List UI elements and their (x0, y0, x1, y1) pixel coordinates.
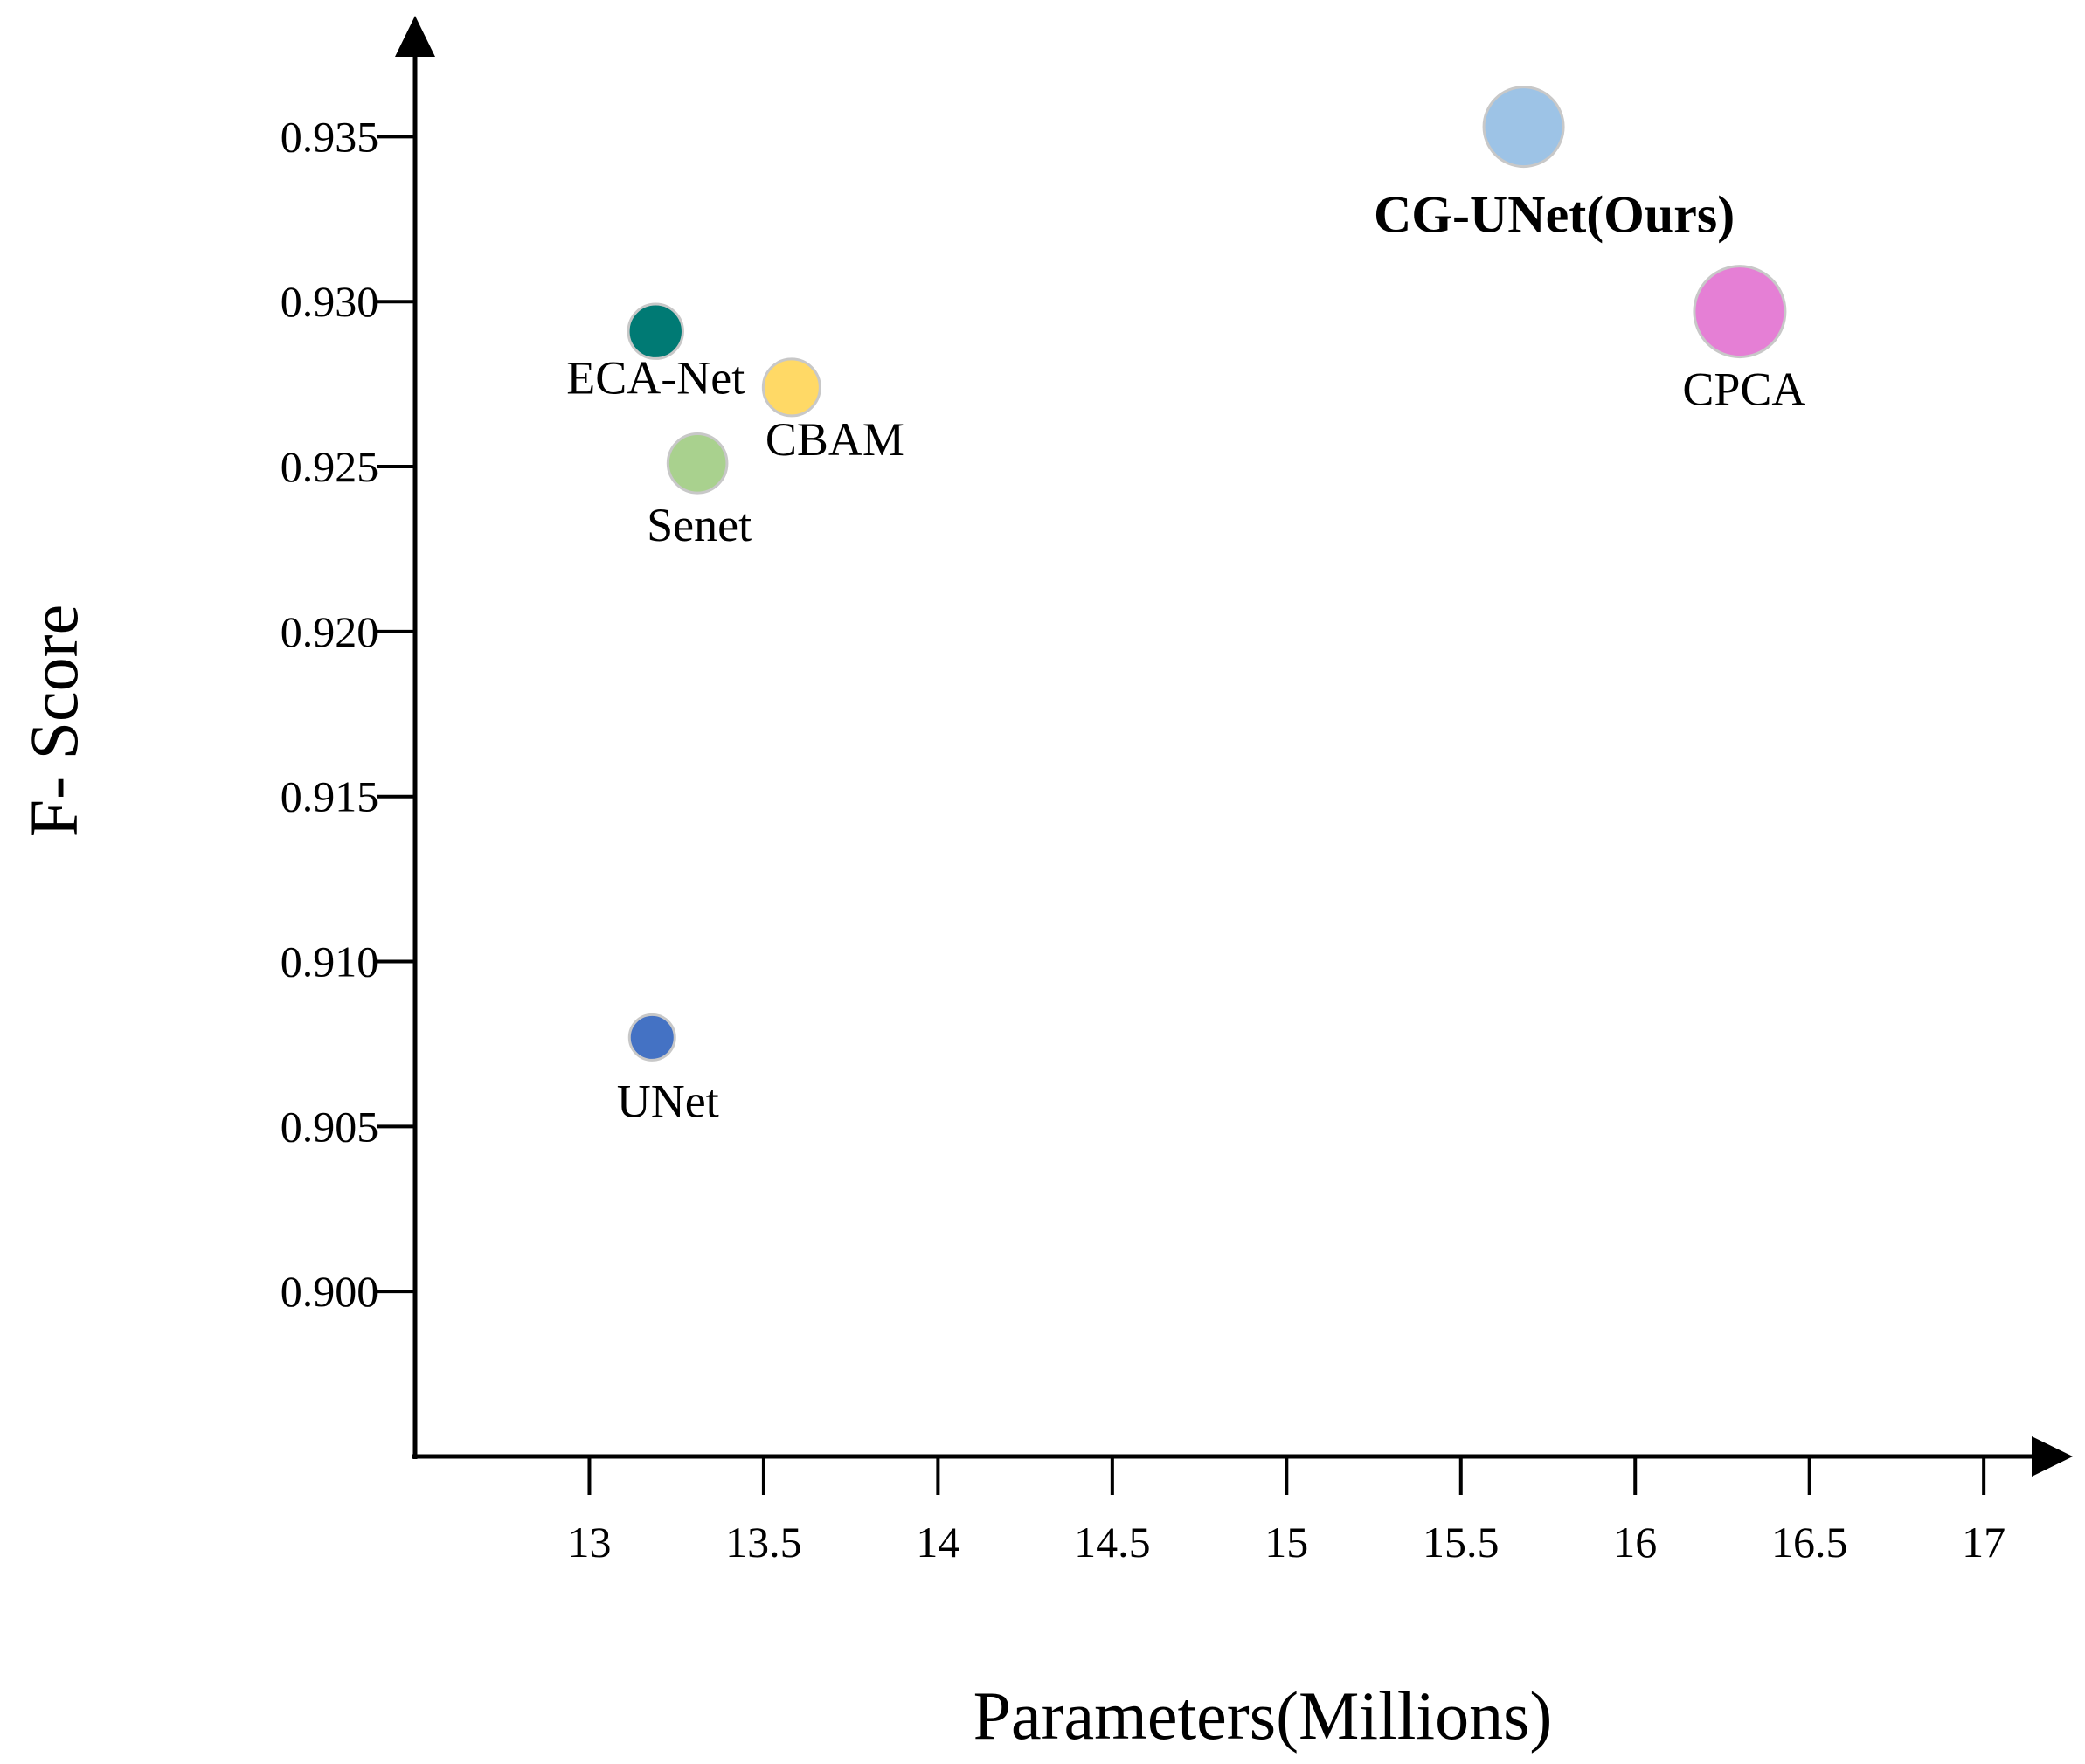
x-tick-label: 15 (1264, 1518, 1308, 1567)
point-cpca (1693, 265, 1787, 359)
point-label: UNet (617, 1075, 719, 1127)
point-label: Senet (647, 499, 752, 551)
x-tick-label: 14 (916, 1518, 959, 1567)
y-tick-label: 0.905 (281, 1102, 379, 1151)
point-cg-unet-ours (1482, 86, 1565, 169)
x-tick-label: 16 (1613, 1518, 1657, 1567)
point-label: ECA-Net (566, 351, 745, 404)
x-tick-label: 14.5 (1074, 1518, 1151, 1567)
axes (395, 16, 2073, 1477)
y-axis-title: F- Score (16, 605, 92, 837)
y-tick-label: 0.920 (281, 607, 379, 656)
x-tick-label: 16.5 (1771, 1518, 1848, 1567)
y-tick-label: 0.915 (281, 772, 379, 821)
y-tick-label: 0.935 (281, 112, 379, 161)
y-tick-label: 0.925 (281, 442, 379, 491)
point-unet (627, 1013, 676, 1062)
x-tick-label: 13 (567, 1518, 611, 1567)
point-cbam (761, 357, 821, 418)
y-tick-label: 0.900 (281, 1267, 379, 1316)
x-axis-arrow (2032, 1436, 2073, 1477)
data-points (627, 86, 1787, 1062)
y-axis-arrow (395, 16, 435, 57)
point-eca-net (627, 302, 684, 360)
x-tick-label: 13.5 (725, 1518, 802, 1567)
y-tick-label: 0.910 (281, 937, 379, 986)
point-label: CPCA (1682, 363, 1805, 416)
x-tick-label: 17 (1962, 1518, 2005, 1567)
x-axis-title: Parameters(Millions) (973, 1678, 1553, 1754)
y-axis-ticks: 0.900 0.905 0.910 0.915 0.920 0.925 0.930 0.935 (281, 112, 415, 1316)
point-label: CBAM (765, 413, 904, 466)
x-axis-ticks: 13 13.5 14 14.5 15 15.5 16 16.5 17 (567, 1456, 2005, 1567)
x-tick-label: 15.5 (1423, 1518, 1500, 1567)
y-tick-label: 0.930 (281, 277, 379, 326)
point-label: CG-UNet(Ours) (1374, 186, 1735, 244)
point-senet (666, 432, 729, 495)
